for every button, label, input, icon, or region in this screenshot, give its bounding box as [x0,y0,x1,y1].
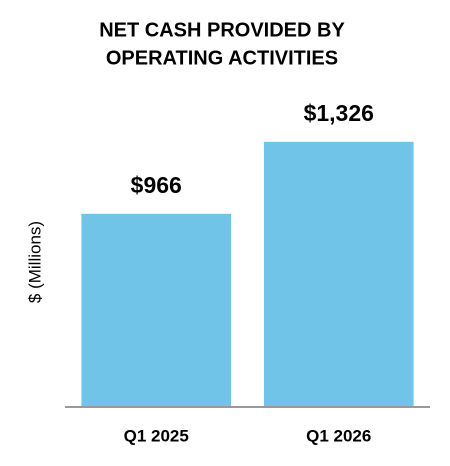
y-axis-label: $ (Millions) [25,221,44,303]
data-label: $1,326 [304,100,374,126]
data-label: $966 [131,172,182,198]
chart-title: OPERATING ACTIVITIES [106,47,338,69]
x-tick-label: Q1 2026 [306,426,371,445]
x-tick-label: Q1 2025 [124,426,189,445]
bar [263,141,414,408]
chart-title: NET CASH PROVIDED BY [99,19,345,41]
bar [81,213,232,407]
